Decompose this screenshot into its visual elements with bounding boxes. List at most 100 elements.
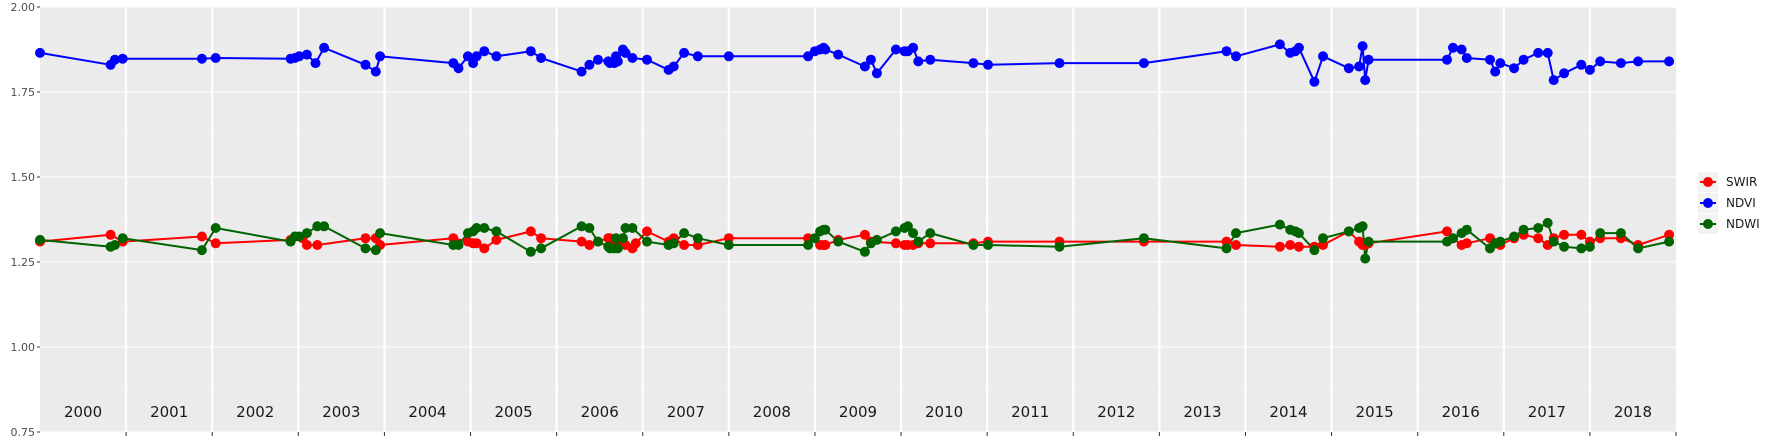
data-point-swir: [925, 238, 936, 249]
year-label: 2007: [667, 403, 705, 421]
data-point-ndvi: [1360, 75, 1371, 86]
data-point-swir: [820, 240, 831, 250]
data-point-ndvi: [593, 54, 603, 65]
data-point-swir: [859, 229, 870, 240]
y-tick-label: 1.75: [11, 86, 36, 99]
major-gridlines: [40, 6, 1676, 433]
data-point-ndvi: [1309, 76, 1320, 87]
data-point-ndwi: [536, 243, 547, 254]
data-point-ndwi: [925, 228, 936, 239]
data-point-ndvi: [1615, 58, 1626, 69]
data-point-swir: [1231, 240, 1241, 250]
data-point-ndvi: [1576, 59, 1587, 70]
data-point-ndvi: [871, 68, 882, 79]
data-point-swir: [642, 226, 652, 237]
legend-key-marker: [1703, 219, 1713, 229]
data-point-ndvi: [968, 58, 979, 69]
data-point-ndvi: [319, 42, 330, 53]
data-point-ndwi: [1595, 228, 1606, 239]
data-point-ndvi: [1533, 47, 1544, 58]
legend-key-marker: [1703, 198, 1713, 208]
year-label: 2014: [1269, 403, 1307, 421]
data-point-ndvi: [1318, 51, 1328, 62]
data-point-ndwi: [612, 243, 623, 254]
data-point-ndvi: [820, 44, 831, 55]
data-point-ndwi: [1448, 233, 1458, 244]
data-point-ndvi: [1231, 51, 1241, 62]
data-point-swir: [1285, 240, 1296, 250]
data-point-ndvi: [453, 63, 464, 74]
data-point-ndwi: [360, 243, 371, 254]
data-point-ndwi: [1495, 236, 1506, 247]
data-point-swir: [491, 234, 502, 245]
legend-label-ndvi: NDVI: [1726, 196, 1756, 210]
legend-key-marker: [1703, 177, 1713, 187]
data-point-ndvi: [1542, 47, 1553, 58]
data-point-ndwi: [968, 240, 979, 250]
year-label: 2017: [1528, 403, 1566, 421]
data-point-ndvi: [908, 42, 919, 53]
data-point-swir: [576, 236, 587, 247]
data-point-ndwi: [471, 223, 482, 233]
data-point-ndwi: [1548, 236, 1559, 247]
data-point-ndwi: [803, 240, 814, 250]
data-point-ndvi: [890, 44, 901, 55]
data-point-swir: [210, 238, 221, 249]
data-point-ndvi: [1548, 75, 1559, 86]
data-point-ndwi: [35, 234, 45, 245]
year-label: 2002: [236, 403, 274, 421]
data-point-ndwi: [491, 226, 502, 237]
data-point-ndwi: [453, 240, 464, 250]
year-label: 2013: [1183, 403, 1221, 421]
data-point-ndwi: [1576, 243, 1587, 254]
data-point-swir: [196, 231, 207, 242]
data-point-ndvi: [576, 66, 587, 77]
year-label: 2003: [322, 403, 360, 421]
data-point-ndvi: [1509, 63, 1520, 74]
data-point-ndwi: [1533, 223, 1544, 233]
data-point-ndwi: [210, 223, 221, 233]
data-point-ndwi: [584, 223, 595, 233]
data-point-ndvi: [35, 47, 45, 58]
data-point-ndvi: [803, 51, 814, 62]
data-point-ndvi: [109, 54, 120, 65]
data-point-swir: [479, 243, 490, 254]
data-point-swir: [1576, 229, 1587, 240]
data-point-swir: [1461, 238, 1472, 249]
data-point-ndwi: [479, 223, 490, 233]
data-point-ndvi: [1584, 64, 1595, 75]
data-point-ndvi: [620, 47, 631, 58]
data-point-ndvi: [692, 51, 703, 62]
data-point-ndwi: [1054, 241, 1065, 252]
data-point-ndwi: [1318, 233, 1328, 244]
year-label: 2018: [1614, 403, 1652, 421]
data-point-ndvi: [865, 54, 876, 65]
data-point-ndvi: [525, 46, 536, 57]
data-point-swir: [1559, 229, 1570, 240]
data-point-ndwi: [196, 245, 207, 256]
data-point-swir: [1293, 241, 1304, 252]
data-point-ndwi: [1357, 221, 1368, 232]
data-point-ndvi: [1485, 54, 1495, 65]
data-point-ndvi: [983, 59, 993, 70]
data-point-ndwi: [723, 240, 734, 250]
data-point-ndvi: [668, 61, 679, 72]
data-point-ndwi: [375, 228, 386, 239]
year-label: 2011: [1011, 403, 1049, 421]
data-point-ndvi: [310, 58, 321, 69]
year-label: 2005: [494, 403, 532, 421]
data-point-ndvi: [1138, 58, 1149, 69]
data-point-swir: [471, 238, 482, 249]
data-point-ndwi: [902, 221, 913, 232]
data-point-ndvi: [642, 54, 652, 65]
data-point-ndwi: [1664, 236, 1675, 247]
data-point-ndwi: [820, 224, 831, 235]
data-point-ndwi: [593, 236, 603, 247]
data-point-swir: [890, 238, 901, 249]
data-point-ndwi: [679, 228, 690, 239]
data-point-ndvi: [1274, 39, 1285, 50]
data-point-ndwi: [1509, 231, 1520, 242]
year-label: 2016: [1442, 403, 1480, 421]
y-tick-label: 0.75: [11, 426, 36, 439]
